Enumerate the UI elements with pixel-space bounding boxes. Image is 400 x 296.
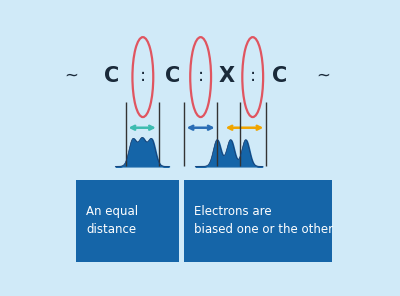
- Text: :: :: [140, 67, 146, 85]
- Text: Electrons are
biased one or the other: Electrons are biased one or the other: [194, 205, 333, 237]
- Text: :: :: [198, 67, 204, 85]
- Text: An equal
distance: An equal distance: [86, 205, 138, 237]
- Text: ~: ~: [64, 67, 78, 85]
- Bar: [184, 180, 332, 262]
- Text: C: C: [272, 66, 287, 86]
- Text: :: :: [250, 67, 256, 85]
- Bar: [76, 180, 179, 262]
- Text: C: C: [166, 66, 181, 86]
- Text: ~: ~: [316, 67, 330, 85]
- Text: X: X: [219, 66, 235, 86]
- Text: C: C: [104, 66, 119, 86]
